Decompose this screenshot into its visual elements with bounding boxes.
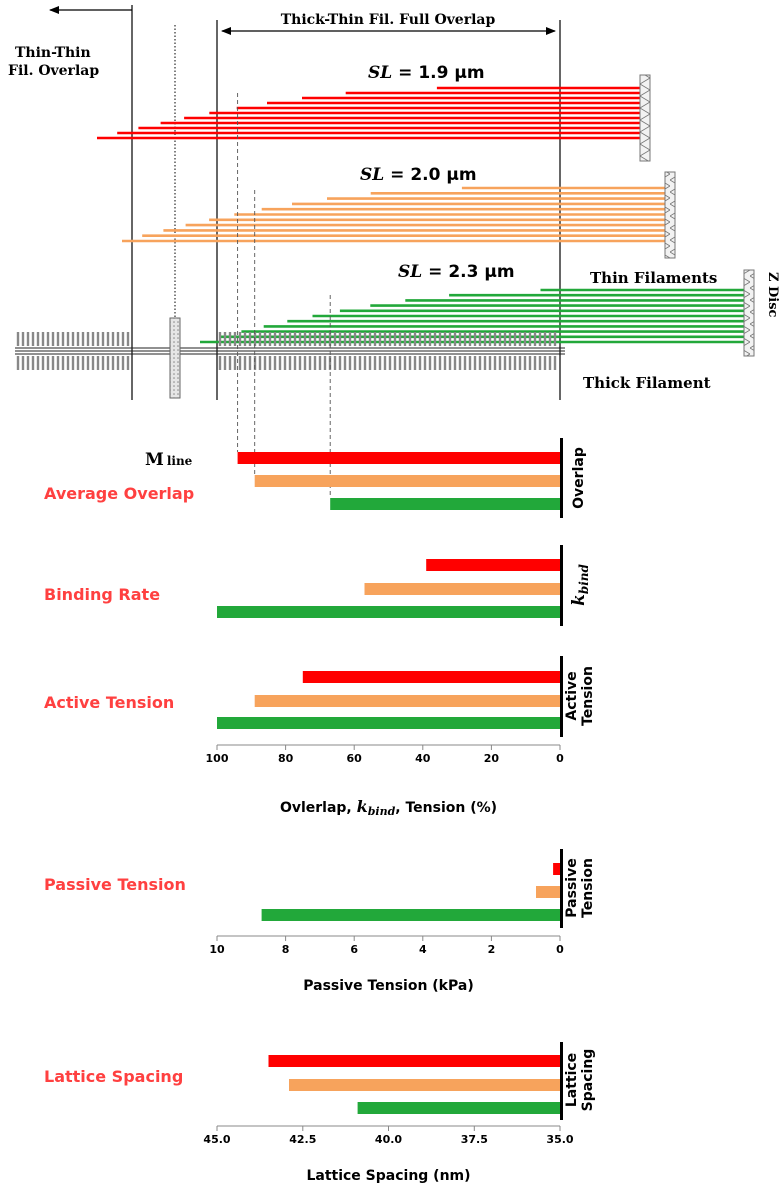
x-tick-label: 0: [556, 943, 564, 956]
x-axis-label: Passive Tension (kPa): [303, 978, 473, 994]
bar: [237, 452, 560, 464]
x-tick-label: 45.0: [203, 1133, 230, 1146]
bar: [357, 1102, 560, 1114]
x-axis-label: Ovlerlap, kbind, Tension (%): [280, 797, 497, 818]
sl-label-value: = 2.0 µm: [384, 165, 476, 185]
z-disc: [664, 171, 676, 259]
panel-title: Binding Rate: [44, 585, 160, 604]
full-overlap-label: Thick-Thin Fil. Full Overlap: [281, 12, 496, 28]
thin-filaments-label: Thin Filaments: [590, 269, 717, 287]
side-label-text: Active: [564, 671, 580, 720]
sl-label-prefix: SL: [360, 165, 384, 185]
x-tick-label: 42.5: [289, 1133, 316, 1146]
x-tick-label: 100: [206, 752, 229, 765]
bar: [302, 671, 561, 683]
x-tick-label: 6: [350, 943, 358, 956]
bar: [261, 909, 560, 921]
side-label: Lattice Spacing: [564, 1049, 596, 1112]
x-tick-label: 37.5: [461, 1133, 488, 1146]
x-axis-label-sub: bind: [368, 805, 396, 818]
bar: [426, 559, 560, 571]
bar: [217, 717, 560, 729]
sl-label: SL = 2.0 µm: [360, 165, 477, 185]
x-tick-label: 10: [209, 943, 225, 956]
side-label-k: k: [569, 594, 589, 606]
side-label: Overlap: [571, 447, 587, 509]
panel-title: Active Tension: [44, 693, 174, 712]
side-label-text: Overlap: [571, 447, 587, 509]
sl-label: SL = 2.3 µm: [398, 262, 515, 282]
x-tick-label: 40.0: [375, 1133, 402, 1146]
sl-label-value: = 2.3 µm: [422, 262, 514, 282]
x-tick-label: 60: [347, 752, 363, 765]
panel-title: Average Overlap: [44, 484, 194, 503]
bar: [330, 498, 560, 510]
side-label-text: kbind: [569, 563, 591, 605]
z-disc: [639, 74, 651, 162]
z-disc-label: Z Disc: [765, 272, 780, 318]
bar: [553, 863, 560, 875]
side-label-text: Spacing: [580, 1049, 596, 1112]
chart-average-overlap: Average Overlap Overlap: [44, 438, 587, 518]
x-axis-label-part: Ovlerlap,: [280, 800, 357, 816]
x-axis-label-k: k: [357, 797, 368, 816]
panel-title: Passive Tension: [44, 875, 186, 894]
bar: [254, 475, 560, 487]
x-tick-label: 40: [415, 752, 431, 765]
x-tick-label: 2: [488, 943, 496, 956]
m-line-block: [169, 317, 181, 399]
z-disc: [743, 269, 755, 357]
sl-label-value: = 1.9 µm: [392, 63, 484, 83]
side-label-text: Passive: [564, 858, 580, 917]
side-label: Active Tension: [564, 666, 596, 726]
thin-thin-overlap-label-line1: Thin-Thin: [15, 45, 91, 61]
sl-label: SL = 1.9 µm: [368, 63, 485, 83]
x-tick-label: 35.0: [546, 1133, 573, 1146]
bar: [217, 606, 560, 618]
side-label-text: Tension: [580, 858, 596, 918]
thick-filament-label: Thick Filament: [583, 374, 711, 392]
bar: [364, 583, 560, 595]
sl-label-prefix: SL: [368, 63, 392, 83]
bar: [536, 886, 560, 898]
side-label-sub: bind: [577, 563, 591, 594]
x-tick-label: 0: [556, 752, 564, 765]
side-label: Passive Tension: [564, 858, 596, 918]
thin-thin-overlap-label-line2: Fil. Overlap: [8, 63, 99, 79]
x-tick-label: 20: [484, 752, 500, 765]
bar: [289, 1079, 560, 1091]
sl-label-prefix: SL: [398, 262, 422, 282]
x-tick-label: 8: [282, 943, 290, 956]
chart-binding-rate: Binding Rate kbind: [44, 545, 591, 626]
x-axis-label: Lattice Spacing (nm): [306, 1168, 470, 1184]
x-tick-label: 80: [278, 752, 294, 765]
side-label-text: Lattice: [564, 1053, 580, 1107]
bar: [268, 1055, 560, 1067]
x-tick-label: 4: [419, 943, 427, 956]
x-axis-label-part: , Tension (%): [395, 800, 497, 816]
side-label: kbind: [569, 563, 591, 605]
bar: [254, 695, 560, 707]
side-label-text: Tension: [580, 666, 596, 726]
panel-title: Lattice Spacing: [44, 1067, 183, 1086]
